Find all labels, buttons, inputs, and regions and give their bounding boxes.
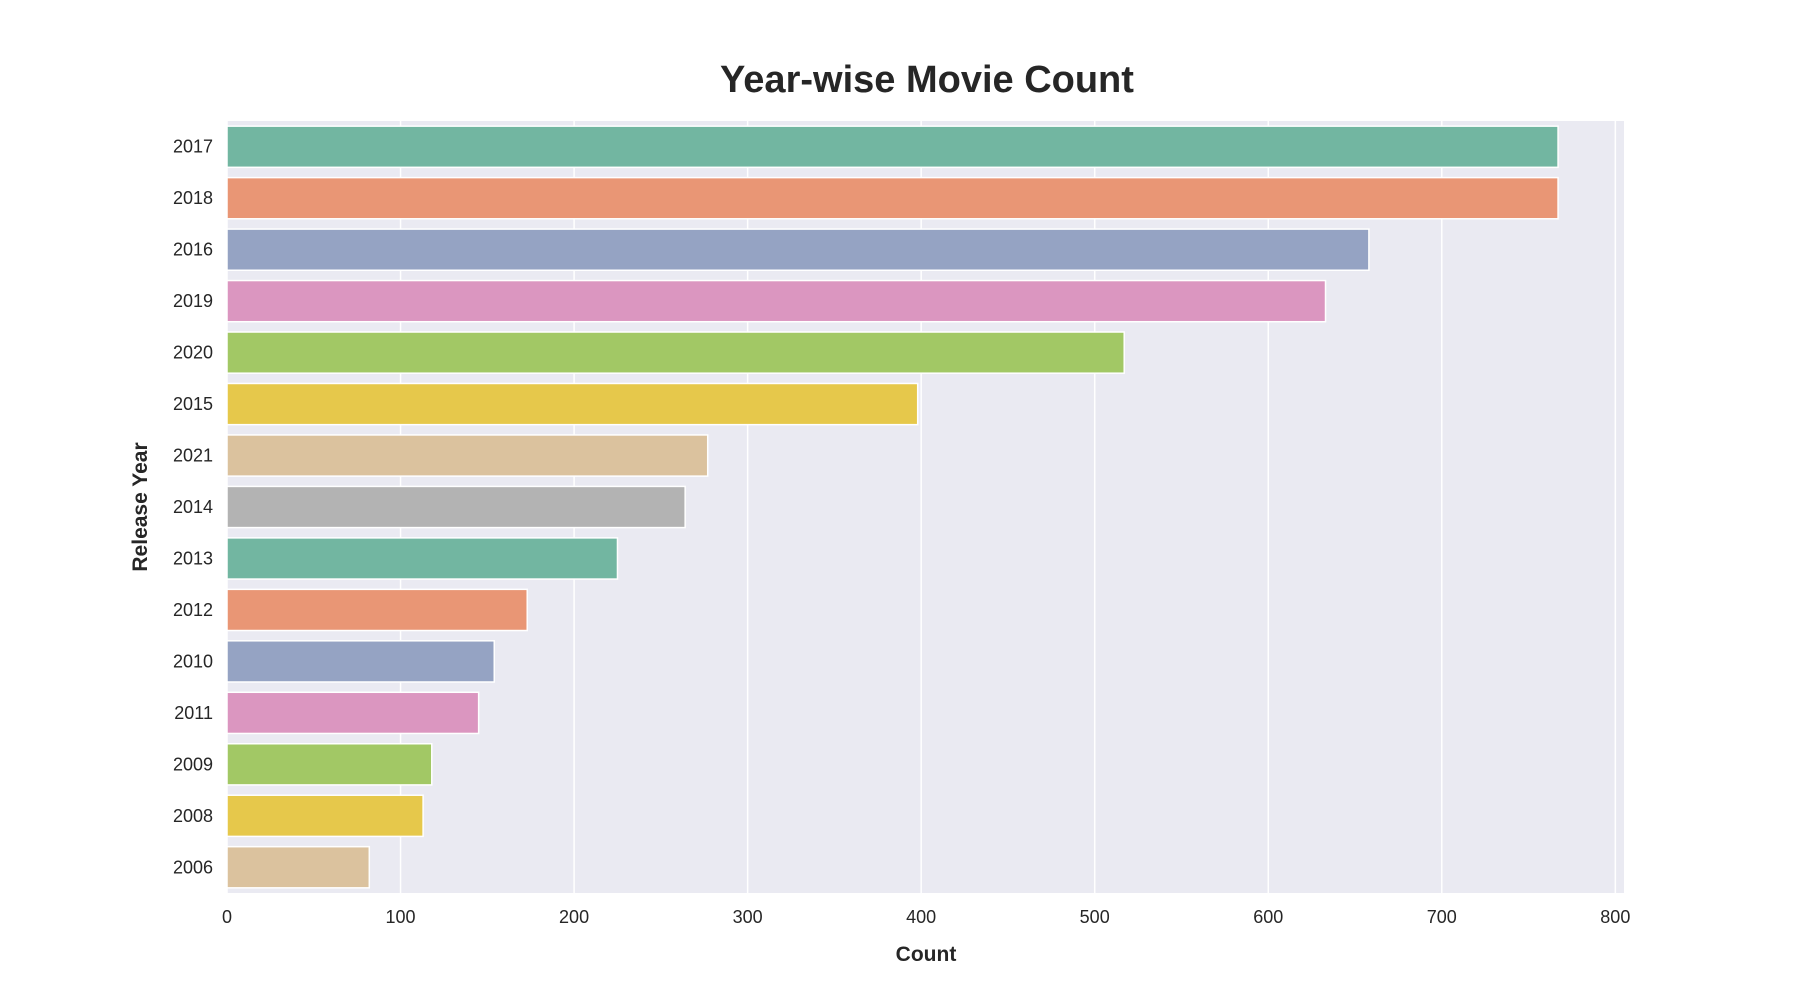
y-tick-label: 2019: [173, 291, 213, 311]
y-tick-label: 2020: [173, 343, 213, 363]
x-tick-label: 0: [222, 907, 232, 927]
y-tick-label: 2008: [173, 806, 213, 826]
x-tick-label: 400: [906, 907, 936, 927]
y-axis-label: Release Year: [129, 442, 152, 571]
y-tick-label: 2014: [173, 497, 213, 517]
bar-2011: [226, 691, 480, 735]
bar-2013: [226, 537, 619, 580]
y-tick-labels: 2017 2018 2016 2019 2020 2015 2021 2014 2013 2012…: [173, 137, 213, 878]
x-tick-label: 200: [559, 907, 589, 927]
bar-2017: [226, 125, 1559, 169]
x-tick-labels: 0 100 200 300 400 500 600 700 800: [222, 907, 1630, 927]
y-tick-label: 2018: [173, 188, 213, 208]
bar-2015: [226, 382, 919, 426]
y-tick-label: 2021: [173, 446, 213, 466]
bar-2014: [226, 485, 686, 529]
bars: [226, 125, 1559, 889]
y-tick-label: 2015: [173, 394, 213, 414]
bar-2021: [226, 434, 709, 477]
x-tick-label: 100: [386, 907, 416, 927]
x-axis-label: Count: [896, 943, 957, 966]
x-tick-label: 800: [1600, 907, 1630, 927]
bar-2012: [226, 588, 528, 632]
y-tick-label: 2010: [173, 651, 213, 671]
y-tick-label: 2016: [173, 240, 213, 260]
bar-2019: [226, 279, 1327, 323]
y-tick-label: 2011: [174, 703, 213, 723]
y-tick-label: 2013: [173, 548, 213, 568]
bar-2016: [226, 228, 1370, 272]
y-tick-label: 2006: [173, 857, 213, 877]
x-tick-label: 500: [1080, 907, 1110, 927]
bar-2020: [226, 331, 1125, 374]
bar-2008: [226, 794, 424, 838]
x-tick-label: 700: [1427, 907, 1457, 927]
bar-2009: [226, 742, 433, 786]
chart-title: Year-wise Movie Count: [720, 59, 1134, 101]
y-tick-label: 2017: [173, 137, 213, 157]
bar-2006: [226, 845, 371, 889]
y-tick-label: 2012: [173, 600, 213, 620]
y-tick-label: 2009: [173, 754, 213, 774]
x-tick-label: 600: [1253, 907, 1283, 927]
x-tick-label: 300: [733, 907, 763, 927]
bar-2010: [226, 640, 496, 683]
bar-2018: [226, 176, 1559, 220]
